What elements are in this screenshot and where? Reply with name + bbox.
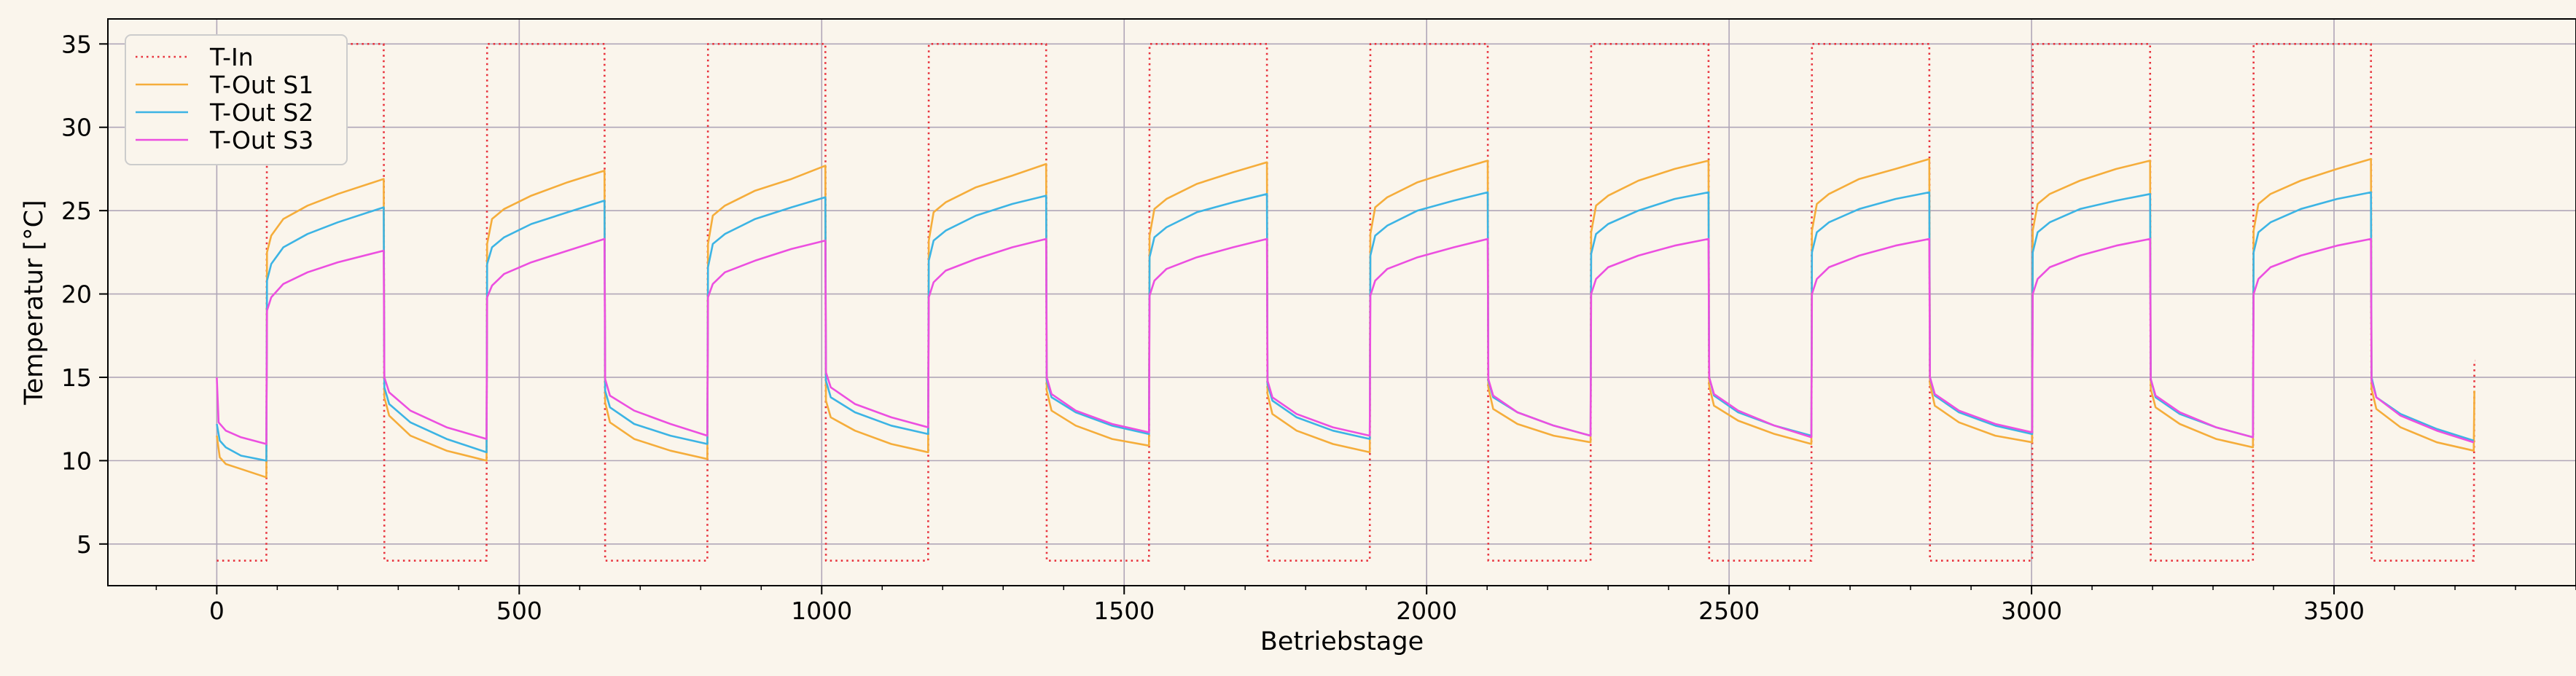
series-line-2: [216, 157, 2475, 479]
series-lines: [216, 42, 2475, 562]
x-tick-label: 1000: [791, 597, 852, 625]
y-tick-label: 10: [61, 447, 92, 475]
axis-ticks: 0 500 1000 1500 2000 2500 3000 3500 5 10 15 20 25 30 3…: [61, 30, 2576, 625]
legend-label: T-Out S2: [209, 98, 313, 127]
series-line-3: [216, 191, 2475, 462]
y-tick-label: 25: [61, 197, 92, 225]
x-tick-label: 2000: [1396, 597, 1457, 625]
x-tick-label: 1500: [1093, 597, 1155, 625]
legend-label: T-In: [209, 43, 254, 71]
legend-label: T-Out S1: [209, 71, 313, 99]
y-axis-label: Temperatur [°C]: [20, 200, 49, 405]
y-tick-label: 5: [77, 530, 92, 559]
x-tick-label: 3000: [2001, 597, 2062, 625]
y-tick-label: 15: [61, 363, 92, 392]
y-tick-label: 35: [61, 30, 92, 58]
y-tick-label: 20: [61, 280, 92, 309]
x-tick-label: 3500: [2303, 597, 2365, 625]
x-tick-label: 500: [496, 597, 542, 625]
grid-lines: [108, 19, 2576, 586]
y-tick-label: 30: [61, 114, 92, 142]
series-line-4: [216, 237, 2475, 445]
plot-frame: [107, 18, 2576, 586]
legend: T-InT-Out S1T-Out S2T-Out S3: [125, 34, 348, 165]
x-tick-label: 2500: [1698, 597, 1760, 625]
legend-frame: [125, 34, 348, 165]
x-tick-label: 0: [209, 597, 225, 625]
series-line-1: [216, 42, 2475, 562]
legend-label: T-Out S3: [209, 126, 313, 154]
x-axis-label: Betriebstage: [1260, 627, 1424, 656]
